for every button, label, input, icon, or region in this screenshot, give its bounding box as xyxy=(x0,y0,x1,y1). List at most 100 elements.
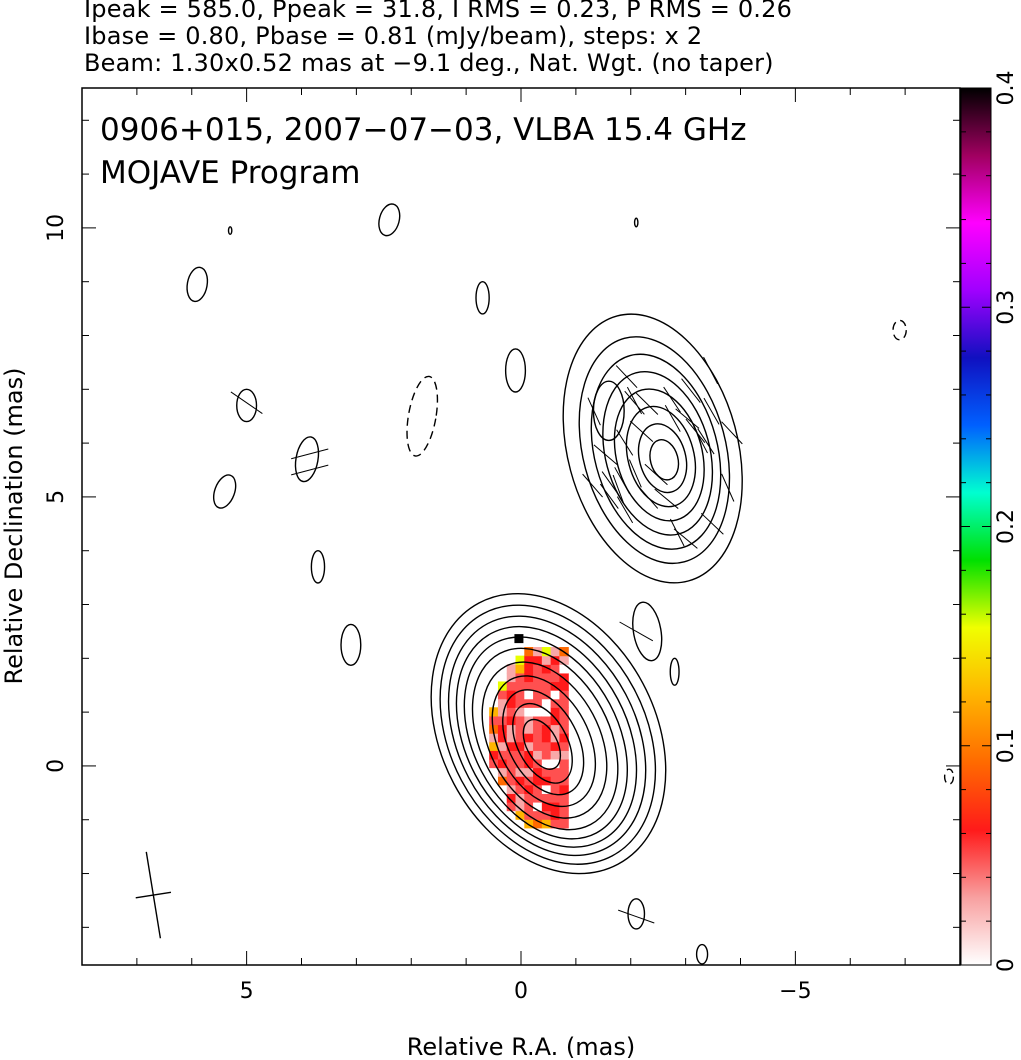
polarization-pixel xyxy=(541,647,552,657)
polarization-vector xyxy=(618,909,655,924)
plot-frame xyxy=(81,87,961,966)
polarization-vector xyxy=(721,421,743,445)
core-contour xyxy=(512,702,573,784)
polarization-vector xyxy=(599,483,619,509)
polarization-pixel xyxy=(541,793,552,803)
polarization-vector xyxy=(624,390,645,415)
core-contour xyxy=(522,718,562,770)
polarization-pixel xyxy=(524,681,534,691)
polarization-vector xyxy=(703,397,720,425)
polarization-vector xyxy=(664,405,681,432)
polarization-vector xyxy=(721,473,735,502)
jet-contour xyxy=(613,388,705,522)
polarization-pixel xyxy=(515,767,525,777)
noise-contour xyxy=(669,657,680,686)
polarization-pixel xyxy=(559,810,569,820)
polarization-pixel xyxy=(541,819,552,829)
polarization-pixel xyxy=(489,741,499,751)
polarization-pixel xyxy=(533,784,543,794)
polarization-vector xyxy=(700,512,724,535)
polarization-pixel xyxy=(550,758,561,769)
jet-contour xyxy=(562,313,743,584)
core-contour xyxy=(491,675,597,808)
polarization-pixel xyxy=(541,724,552,734)
polarization-vector xyxy=(291,448,329,460)
polarization-pixel xyxy=(541,690,552,700)
noise-contour xyxy=(378,203,401,237)
polarization-pixel xyxy=(550,655,561,665)
polarization-pixel xyxy=(533,655,543,665)
jet-contour xyxy=(625,405,697,508)
polarization-pixel xyxy=(533,801,543,812)
polarization-pixel xyxy=(515,741,525,751)
polarization-pixel xyxy=(559,758,569,769)
intensity-contours xyxy=(135,203,955,965)
noise-contour xyxy=(294,436,320,483)
axis-ticks: 5 0 −5 0 5 10 xyxy=(44,88,961,1004)
core-contour xyxy=(471,647,619,831)
polarization-pixel xyxy=(506,767,517,777)
core-contour xyxy=(430,592,667,875)
core-contour xyxy=(447,615,647,857)
x-tick-label: 5 xyxy=(240,979,254,1004)
polarization-pixel xyxy=(524,819,534,829)
polarization-vector xyxy=(614,467,630,494)
polarization-vector xyxy=(628,459,642,488)
polarization-pixel xyxy=(524,690,534,700)
polarization-pixel xyxy=(541,767,552,777)
polarization-pixel xyxy=(515,664,525,674)
polarization-pixel xyxy=(524,707,534,717)
jet-contour xyxy=(637,423,688,494)
polarization-pixel xyxy=(497,707,508,717)
core-contour xyxy=(481,661,608,819)
colorbar-tick-label: 0.4 xyxy=(994,71,1019,106)
polarization-pixel xyxy=(515,707,525,717)
polarization-pixel xyxy=(533,698,543,708)
polarization-pixel xyxy=(533,819,543,829)
polarization-pixel xyxy=(524,655,534,665)
polarization-pixel xyxy=(550,698,561,708)
polarization-pixel xyxy=(497,758,508,769)
jet-contour xyxy=(578,336,731,565)
polarization-vector xyxy=(582,473,603,498)
polarization-pixel xyxy=(515,758,525,769)
x-axis-label: Relative R.A. (mas) xyxy=(407,1033,635,1060)
polarization-vector xyxy=(703,356,719,385)
polarization-pixel xyxy=(514,634,524,644)
core-contour xyxy=(502,689,585,796)
polarization-pixel xyxy=(550,741,561,751)
polarization-vector xyxy=(697,428,715,455)
polarization-pixel xyxy=(515,655,525,665)
polarization-vector xyxy=(675,408,700,429)
polarization-vector xyxy=(629,420,654,442)
polarization-pixel xyxy=(506,715,517,726)
polarization-pixel xyxy=(550,724,561,734)
polarization-vector xyxy=(669,518,685,547)
polarization-vector xyxy=(230,391,263,414)
noise-contour xyxy=(892,319,907,341)
polarization-pixel xyxy=(506,681,517,691)
polarization-pixel xyxy=(533,664,543,674)
polarization-pixel xyxy=(489,758,499,769)
polarization-pixel xyxy=(497,690,508,700)
noise-contour xyxy=(475,280,490,315)
polarization-pixel xyxy=(524,793,534,803)
colorbar-tick-label: 0.2 xyxy=(994,509,1019,544)
polarization-pixel xyxy=(515,810,525,820)
plot-title: 0906+015, 2007−07−03, VLBA 15.4 GHz xyxy=(100,112,746,148)
polarization-pixel xyxy=(550,793,561,803)
noise-contour xyxy=(406,375,439,457)
polarization-pixel xyxy=(541,741,552,751)
polarization-pixel xyxy=(541,758,552,769)
polarization-pixel xyxy=(524,767,534,777)
polarization-vector xyxy=(626,386,643,415)
noise-contour xyxy=(632,601,663,662)
polarization-vector xyxy=(587,397,601,426)
polarization-pixel xyxy=(524,733,534,743)
polarization-pixel xyxy=(533,810,543,820)
polarization-pixel xyxy=(550,776,561,786)
jet-contour xyxy=(590,353,722,550)
polarization-pixel xyxy=(559,793,569,803)
polarization-pixel xyxy=(524,784,534,794)
polarization-pixel xyxy=(550,715,561,726)
